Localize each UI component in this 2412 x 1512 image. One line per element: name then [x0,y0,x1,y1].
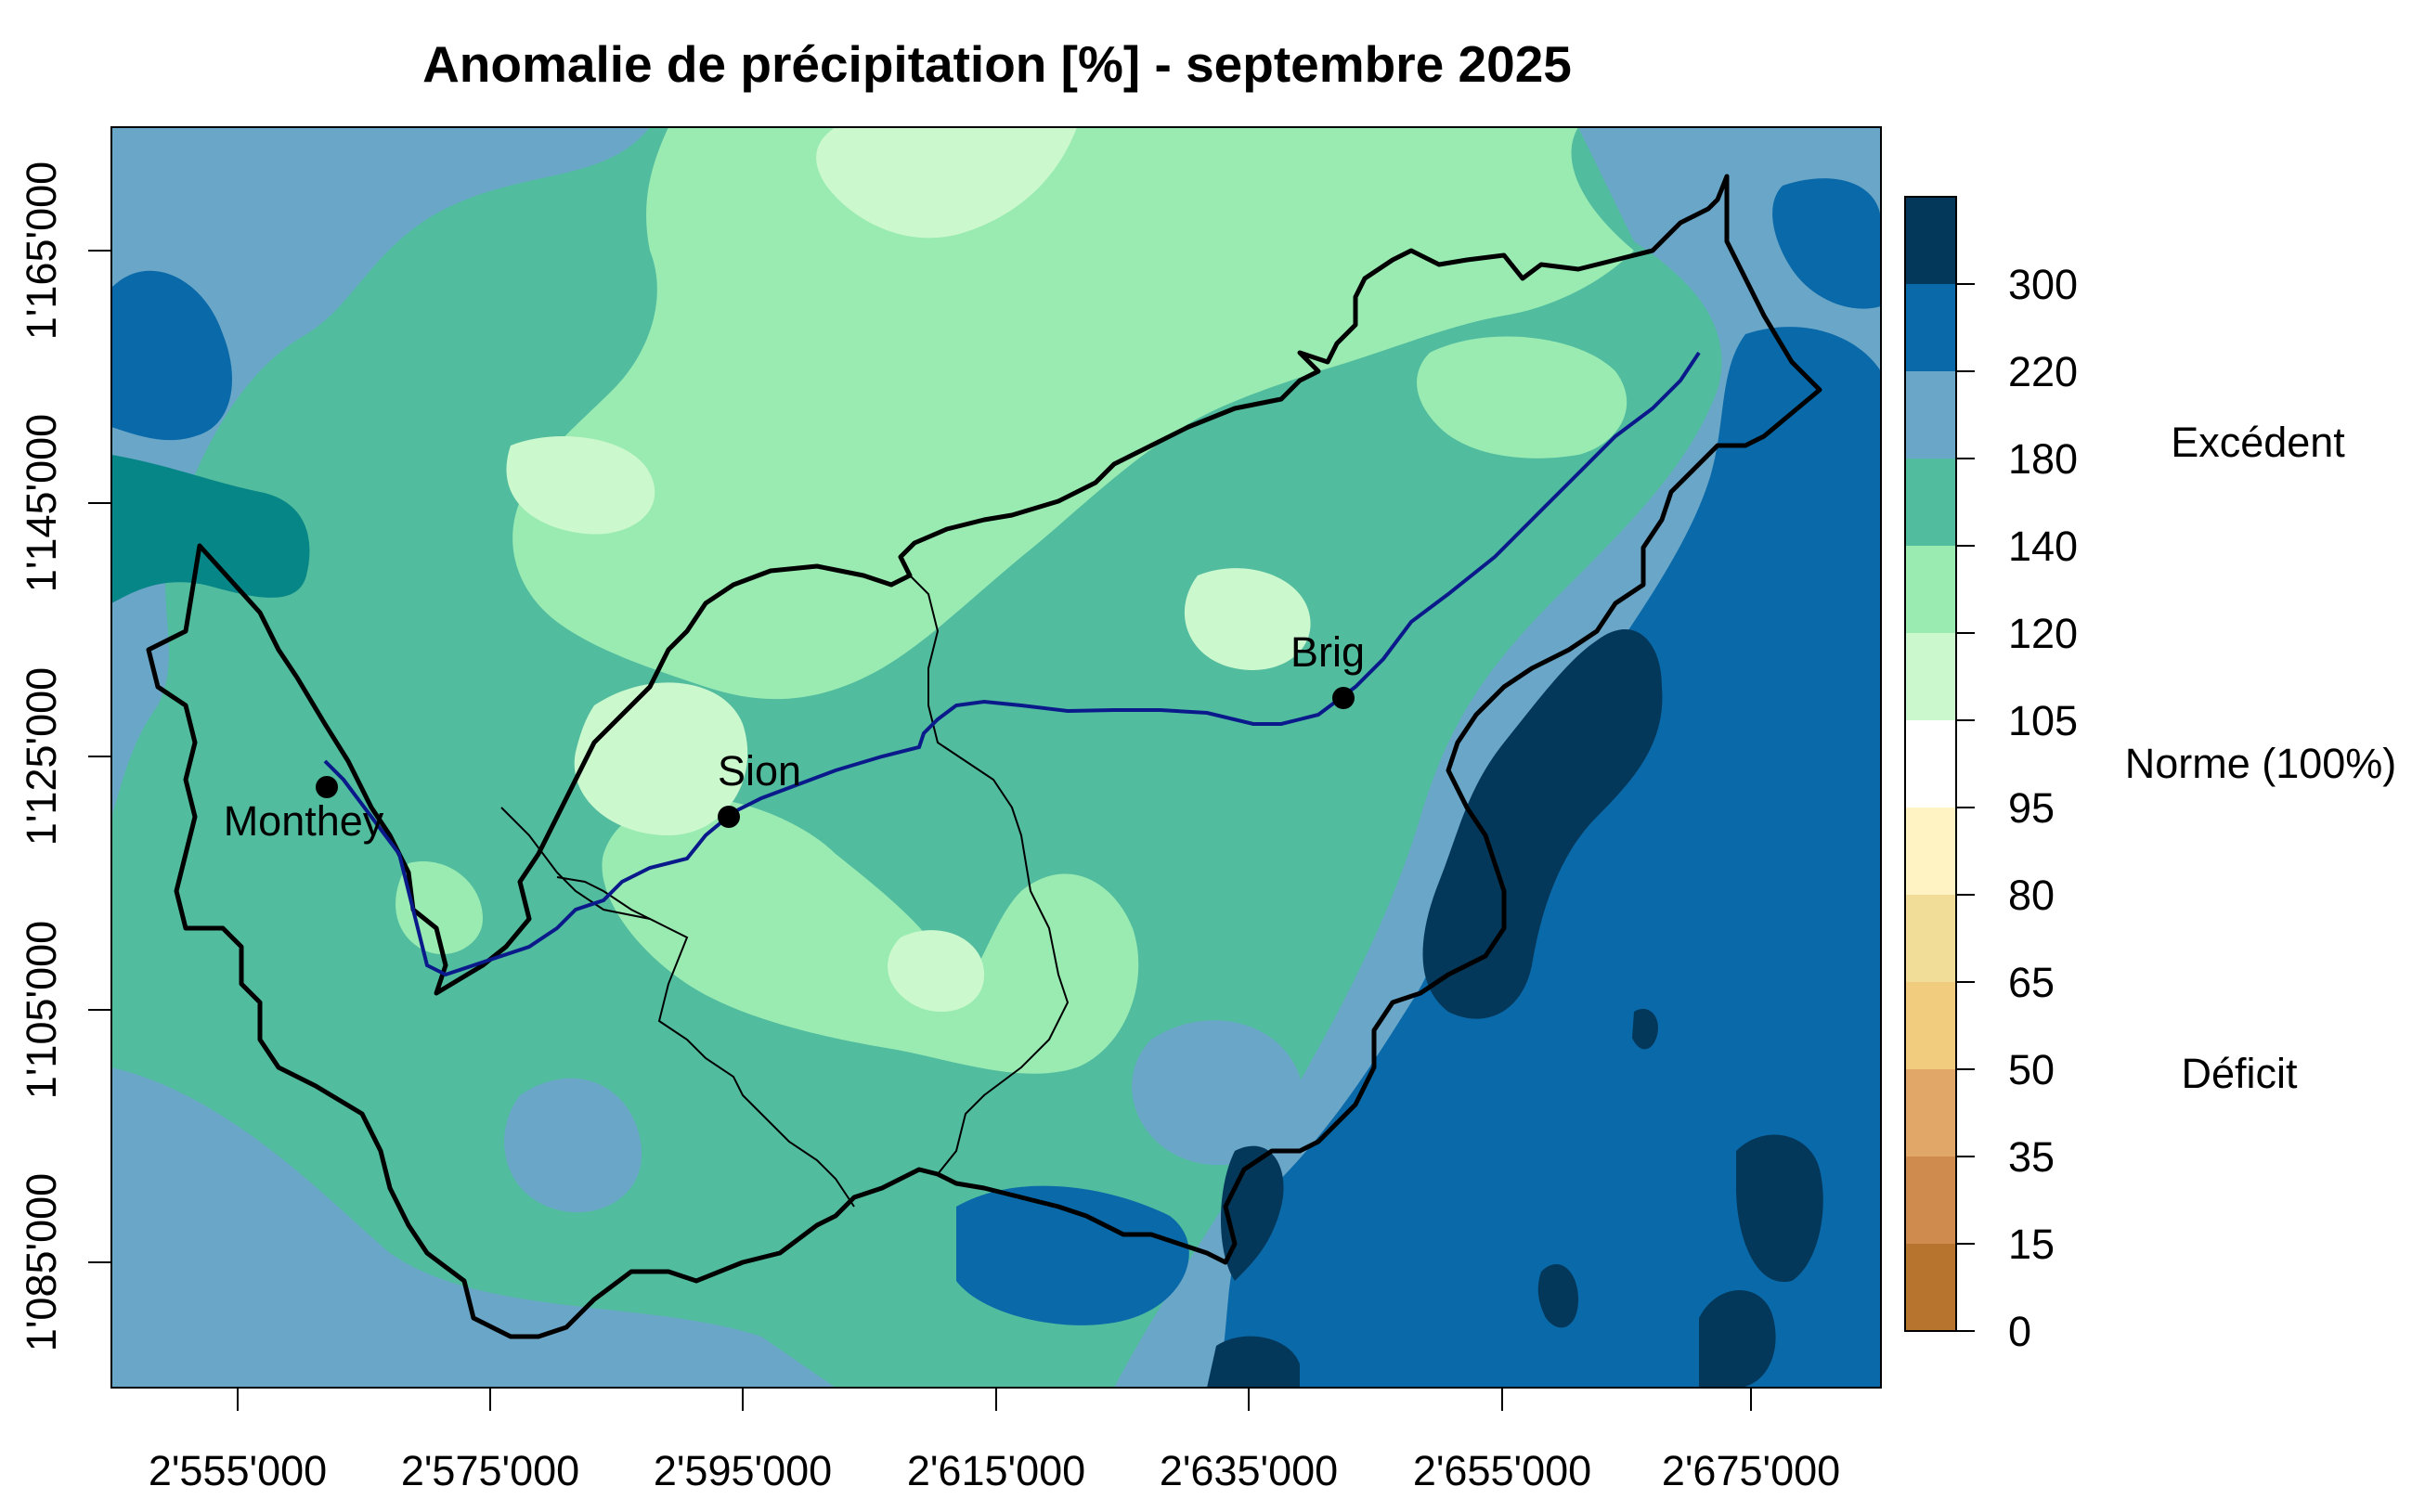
legend-tick-label: 65 [2008,959,2055,1006]
legend-swatch [1905,371,1956,459]
legend-swatch [1905,459,1956,546]
legend-tick-label: 300 [2008,261,2078,308]
legend-norm-label: Norme (100%) [2125,740,2397,787]
city-sion: Sion [718,747,801,828]
legend-ticks: 300 220 180 140 120 105 95 80 65 50 35 15 0 [1956,261,2078,1355]
legend-swatch [1905,633,1956,720]
legend-swatch [1905,1244,1956,1331]
legend-tick-label: 105 [2008,697,2078,744]
city-label-brig: Brig [1290,628,1365,676]
legend-tick-label: 35 [2008,1133,2055,1181]
y-tick-label: 1'085'000 [18,1173,65,1351]
x-tick-label: 2'575'000 [401,1447,579,1494]
y-tick-label: 1'165'000 [18,162,65,340]
city-brig: Brig [1290,628,1365,709]
y-tick-labels: 1'165'000 1'145'000 1'125'000 1'105'000 … [18,162,65,1351]
legend-swatch [1905,546,1956,633]
x-tick-label: 2'675'000 [1662,1447,1840,1494]
legend-deficit-label: Déficit [2181,1050,2298,1097]
legend-tick-label: 0 [2008,1308,2031,1355]
legend-tick-label: 180 [2008,435,2078,483]
legend-tick-label: 120 [2008,610,2078,657]
x-tick-label: 2'635'000 [1160,1447,1338,1494]
city-label-monthey: Monthey [224,797,384,845]
city-monthey: Monthey [224,776,384,845]
city-label-sion: Sion [718,747,801,795]
x-axis [237,1387,1752,1411]
legend-frame [1904,196,1957,1332]
legend-swatch [1905,1069,1956,1157]
city-markers: Monthey Sion Brig [224,628,1365,845]
legend-tick-label: 15 [2008,1221,2055,1268]
x-tick-label: 2'615'000 [907,1447,1085,1494]
legend-color-bar [1905,197,1956,1331]
legend-tick-label: 220 [2008,348,2078,395]
legend-swatch [1905,808,1956,895]
legend-swatch [1905,982,1956,1069]
map-panel [110,126,1882,1389]
legend-tick-label: 80 [2008,872,2055,919]
y-axis [88,250,112,1263]
map-title: Anomalie de précipitation [%] - septembr… [422,35,1572,93]
x-tick-label: 2'555'000 [149,1447,327,1494]
legend-swatch [1905,284,1956,371]
canton-border [146,174,1822,1339]
x-tick-label: 2'595'000 [654,1447,832,1494]
legend-swatch [1905,895,1956,982]
x-tick-labels: 2'555'000 2'575'000 2'595'000 2'615'000 … [149,1447,1840,1494]
y-tick-label: 1'105'000 [18,921,65,1099]
legend-excess-label: Excédent [2171,419,2345,466]
legend-swatch [1905,197,1956,284]
legend-swatch [1905,720,1956,808]
legend-tick-label: 140 [2008,523,2078,570]
legend-swatch [1905,1157,1956,1244]
x-tick-label: 2'655'000 [1413,1447,1591,1494]
rhone-river [323,351,1701,977]
legend: 300 220 180 140 120 105 95 80 65 50 35 15 0 Excédent… [1904,196,2397,1355]
legend-tick-label: 95 [2008,784,2055,832]
y-tick-label: 1'145'000 [18,414,65,592]
y-tick-label: 1'125'000 [18,667,65,846]
legend-tick-label: 50 [2008,1046,2055,1093]
precipitation-field [111,127,1881,1388]
